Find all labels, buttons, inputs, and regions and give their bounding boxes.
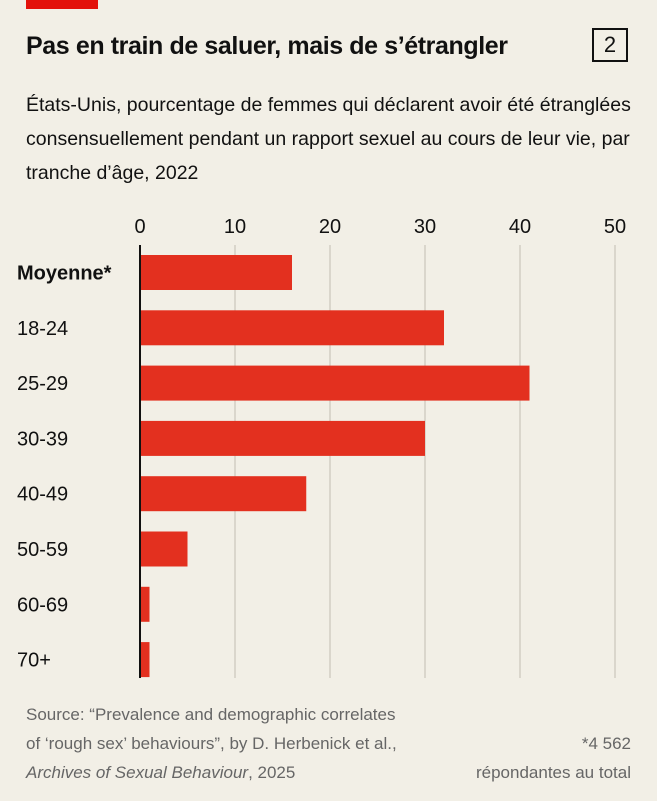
category-label: 25-29 xyxy=(17,373,68,395)
source-line-3: Archives of Sexual Behaviour, 2025 xyxy=(26,758,496,787)
category-label: 40-49 xyxy=(17,484,68,506)
category-label: 50-59 xyxy=(17,539,68,561)
source-line-2: of ‘rough sex’ behaviours”, by D. Herben… xyxy=(26,734,397,753)
x-tick-label: 0 xyxy=(134,216,145,238)
category-label: Moyenne* xyxy=(17,263,112,285)
source-note: Source: “Prevalence and demographic corr… xyxy=(26,700,496,787)
x-tick-label: 50 xyxy=(604,216,626,238)
chart-title: Pas en train de saluer, mais de s’étrang… xyxy=(26,32,508,60)
footnote-line-2: répondantes au total xyxy=(475,763,631,782)
category-label: 30-39 xyxy=(17,428,68,450)
source-journal: Archives of Sexual Behaviour xyxy=(26,763,249,782)
bar xyxy=(140,365,530,401)
bar xyxy=(140,420,425,456)
x-tick-label: 20 xyxy=(319,216,341,238)
bar xyxy=(140,310,444,346)
accent-bar xyxy=(26,0,98,9)
category-label: 18-24 xyxy=(17,318,68,340)
chart-number-badge: 2 xyxy=(592,28,628,62)
x-tick-label: 10 xyxy=(224,216,246,238)
bar xyxy=(140,531,188,567)
chart-subtitle: États-Unis, pourcentage de femmes qui dé… xyxy=(26,94,631,184)
bar xyxy=(140,642,150,678)
bar xyxy=(140,255,292,290)
bar-chart: 0 10 20 30 40 50 Moyenne* 18-24 25-29 30-39 40-49 5… xyxy=(17,216,626,678)
x-tick-label: 30 xyxy=(414,216,436,238)
category-label: 60-69 xyxy=(17,594,68,616)
source-line-1: Source: “Prevalence and demographic corr… xyxy=(26,705,396,724)
bar xyxy=(140,476,307,512)
x-tick-label: 40 xyxy=(509,216,531,238)
category-label: 70+ xyxy=(17,650,51,672)
footnote-line-1: *4 562 xyxy=(581,734,631,753)
bar xyxy=(140,586,150,622)
source-year: , 2025 xyxy=(248,763,296,782)
footnote: *4 562 répondantes au total xyxy=(411,729,631,787)
